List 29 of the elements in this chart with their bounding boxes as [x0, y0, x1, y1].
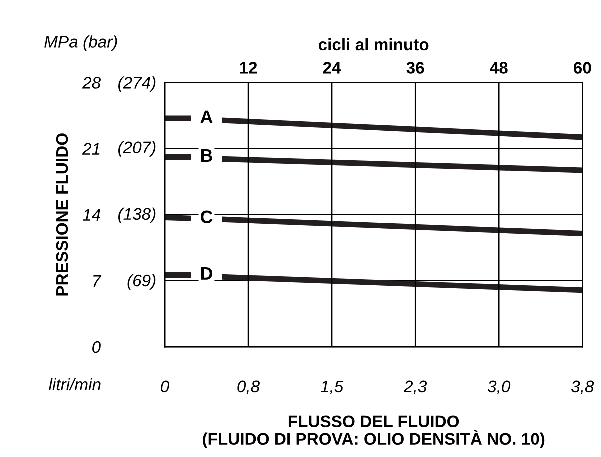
y2-tick-label: (69)	[128, 274, 156, 290]
x-tick-label: 3,0	[488, 380, 511, 395]
x-tick-label: 3,8	[571, 380, 594, 395]
y-axis-title: PRESSIONE FLUIDO	[56, 134, 68, 296]
y-tick-label: 21	[82, 143, 100, 155]
y2-tick-label: (207)	[118, 141, 156, 157]
x2-tick-label: 48	[490, 62, 508, 74]
x2-axis-title: cicli al minuto	[318, 38, 429, 51]
y2-tick-label: (274)	[118, 76, 156, 92]
y-tick-label: 28	[82, 77, 101, 89]
x-tick-label: 2,3	[404, 380, 428, 395]
y-tick-label: 0	[92, 341, 101, 354]
x-axis-title: FLUSSO DEL FLUIDO (FLUIDO DI PROVA: OLIO DENSITÀ NO. 10)	[203, 416, 545, 448]
x-tick-label: 0	[161, 380, 170, 393]
x2-tick-label: 24	[323, 62, 342, 74]
y2-tick-label: (138)	[118, 208, 156, 224]
text: MPa (bar)	[44, 36, 118, 52]
y-tick-label: 7	[94, 276, 102, 287]
text: litri/min	[49, 378, 101, 391]
annotation: C	[200, 210, 213, 224]
annotation: D	[201, 268, 213, 280]
annotation: A	[200, 110, 213, 124]
x2-tick-label: 12	[240, 62, 258, 74]
x2-tick-label: 60	[574, 62, 592, 74]
x-tick-label: 0,8	[238, 380, 260, 395]
x2-tick-label: 36	[406, 62, 424, 74]
y-tick-label: 14	[82, 209, 100, 221]
x-tick-label: 1,5	[320, 380, 344, 395]
annotation: B	[201, 150, 212, 162]
